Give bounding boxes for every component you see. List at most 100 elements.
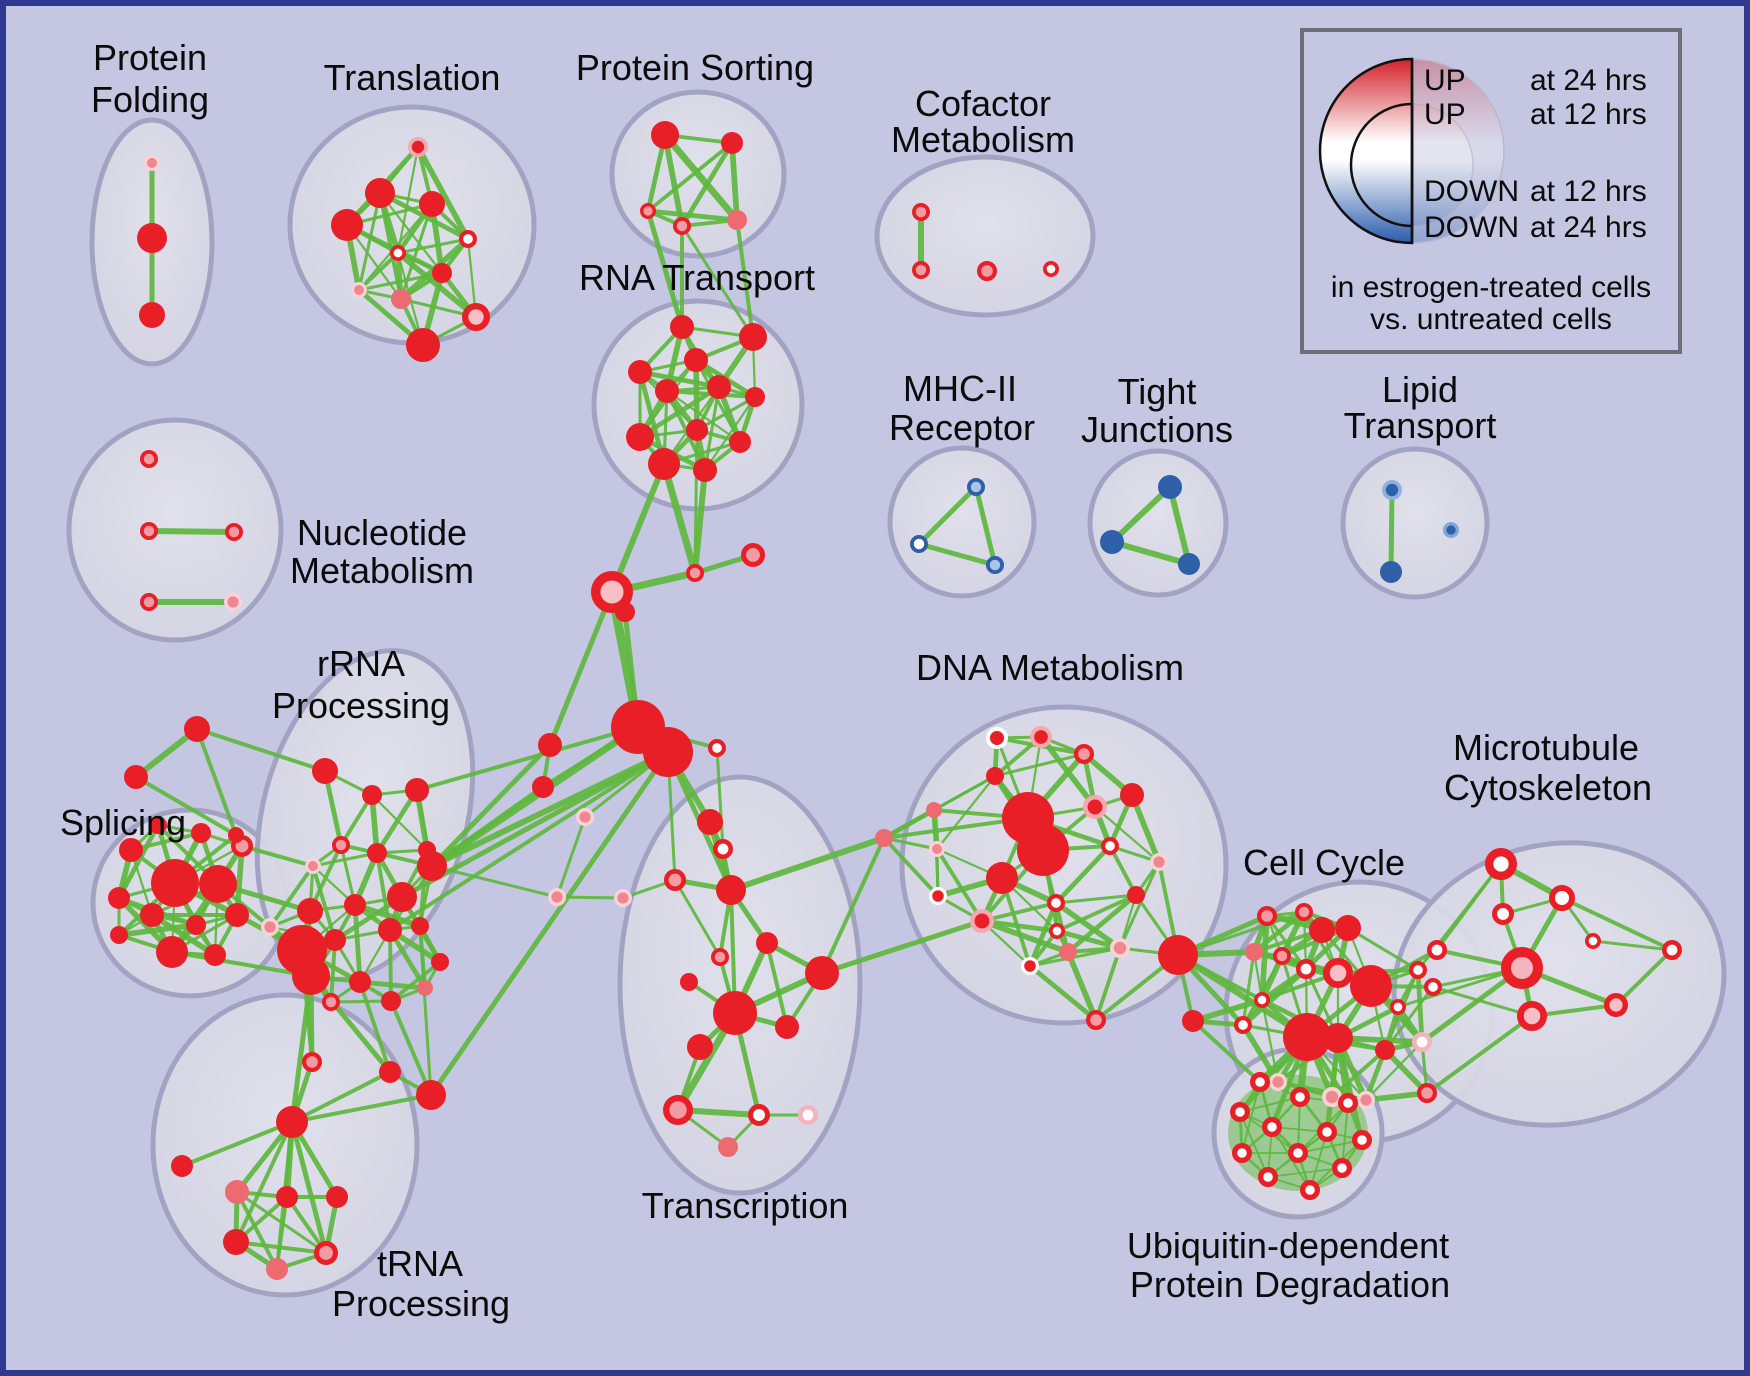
network-node-ubi: [1337, 1092, 1358, 1113]
network-node-splicing: [119, 838, 143, 862]
network-node-transcription: [697, 809, 723, 835]
network-node-translation: [407, 136, 428, 157]
network-node-rrna: [405, 778, 429, 802]
network-edge: [357, 271, 444, 292]
network-edge: [352, 902, 363, 985]
network-node-nucleotide: [224, 593, 243, 612]
network-node-dna: [1083, 795, 1108, 820]
network-node-cell: [1335, 915, 1361, 941]
network-edge: [679, 140, 735, 229]
network-node-trna: [225, 1180, 249, 1204]
network-node-nucleotide: [224, 523, 243, 542]
network-node-transcription: [663, 1095, 694, 1126]
network-node-cell: [1389, 999, 1406, 1016]
network-node-cofactor: [976, 261, 997, 282]
network-node-rrna: [362, 785, 382, 805]
network-node-free: [590, 570, 633, 613]
network-edge: [1591, 939, 1674, 952]
network-node-free: [228, 827, 244, 843]
cluster-label-folding: Protein: [93, 37, 207, 78]
network-edge: [429, 784, 546, 869]
network-edge: [399, 749, 671, 900]
network-edge: [646, 141, 734, 213]
network-node-transcription: [687, 1034, 713, 1060]
network-node-dna: [1020, 956, 1039, 975]
network-edge: [662, 132, 685, 229]
network-node-translation: [459, 230, 478, 249]
cluster-label-sorting: Protein Sorting: [576, 47, 814, 88]
network-node-translation: [389, 244, 406, 261]
network-edge: [882, 836, 940, 898]
network-node-rrna: [297, 898, 323, 924]
network-node-free: [741, 543, 766, 568]
network-edge: [660, 460, 699, 577]
network-edge: [695, 395, 757, 432]
network-node-rrna: [387, 882, 417, 912]
network-edge: [1324, 1035, 1341, 1135]
network-edge: [820, 836, 886, 975]
cluster-label-lipid: Transport: [1344, 405, 1497, 446]
network-node-translation: [406, 328, 440, 362]
network-node-trna: [416, 1080, 446, 1110]
network-edge: [1094, 946, 1122, 1022]
network-node-rrna: [378, 918, 402, 942]
network-edge: [358, 980, 392, 1074]
network-node-mhc: [967, 478, 986, 497]
network-node-ubi: [1229, 1101, 1250, 1122]
network-edge: [170, 950, 313, 978]
network-node-rrna: [344, 894, 366, 916]
cluster-ellipse-trna: [150, 992, 420, 1298]
network-node-cofactor: [1042, 260, 1059, 277]
cluster-label-transcription: Transcription: [642, 1185, 849, 1226]
network-edge: [1239, 1096, 1301, 1113]
network-node-nucleotide: [139, 450, 158, 469]
network-node-folding: [144, 155, 161, 172]
network-edge: [415, 144, 471, 242]
network-node-splicing: [186, 915, 206, 935]
network-node-ubi: [1331, 1157, 1352, 1178]
network-edge: [1388, 487, 1395, 575]
network-node-micro: [1517, 1001, 1547, 1031]
legend-entry-label: UP: [1424, 64, 1466, 97]
network-node-dna: [1017, 824, 1069, 876]
network-edge: [1363, 1090, 1430, 1103]
cluster-ellipse-cofactor: [874, 154, 1096, 318]
network-node-translation: [331, 209, 363, 241]
network-edge: [234, 1120, 294, 1244]
network-node-splicing: [110, 926, 128, 944]
network-edge: [1108, 844, 1138, 897]
network-edge: [703, 395, 757, 472]
network-node-micro: [1501, 947, 1543, 989]
network-node-rrna: [349, 971, 371, 993]
network-edge: [765, 941, 789, 1029]
network-node-dna: [1120, 783, 1144, 807]
network-edge: [729, 140, 740, 223]
network-node-tight: [1158, 475, 1182, 499]
network-node-cell: [1416, 1082, 1437, 1103]
network-edge: [149, 912, 218, 958]
network-node-trna: [276, 1106, 308, 1138]
network-edge: [693, 428, 699, 575]
network-edge: [703, 385, 721, 472]
network-edge: [308, 973, 393, 1075]
cluster-ellipse-tight: [1087, 448, 1229, 598]
network-node-translation: [350, 281, 367, 298]
network-node-dna: [1059, 943, 1077, 961]
network-edge: [129, 831, 203, 852]
network-node-translation: [461, 302, 490, 331]
network-edge: [235, 1190, 328, 1255]
cluster-label-mhc: MHC-II: [903, 368, 1017, 409]
network-node-splicing: [225, 903, 249, 927]
network-node-splicing: [151, 859, 199, 907]
network-edge: [1118, 860, 1161, 950]
network-edge: [180, 1120, 294, 1168]
network-edge: [311, 864, 337, 942]
network-edge: [1382, 1047, 1430, 1096]
network-node-ubi: [1257, 1166, 1278, 1187]
network-node-trna: [276, 1186, 298, 1208]
network-edge: [916, 484, 979, 547]
network-node-splicing: [140, 903, 164, 927]
network-node-free: [124, 765, 148, 789]
network-node-micro: [1603, 993, 1628, 1018]
